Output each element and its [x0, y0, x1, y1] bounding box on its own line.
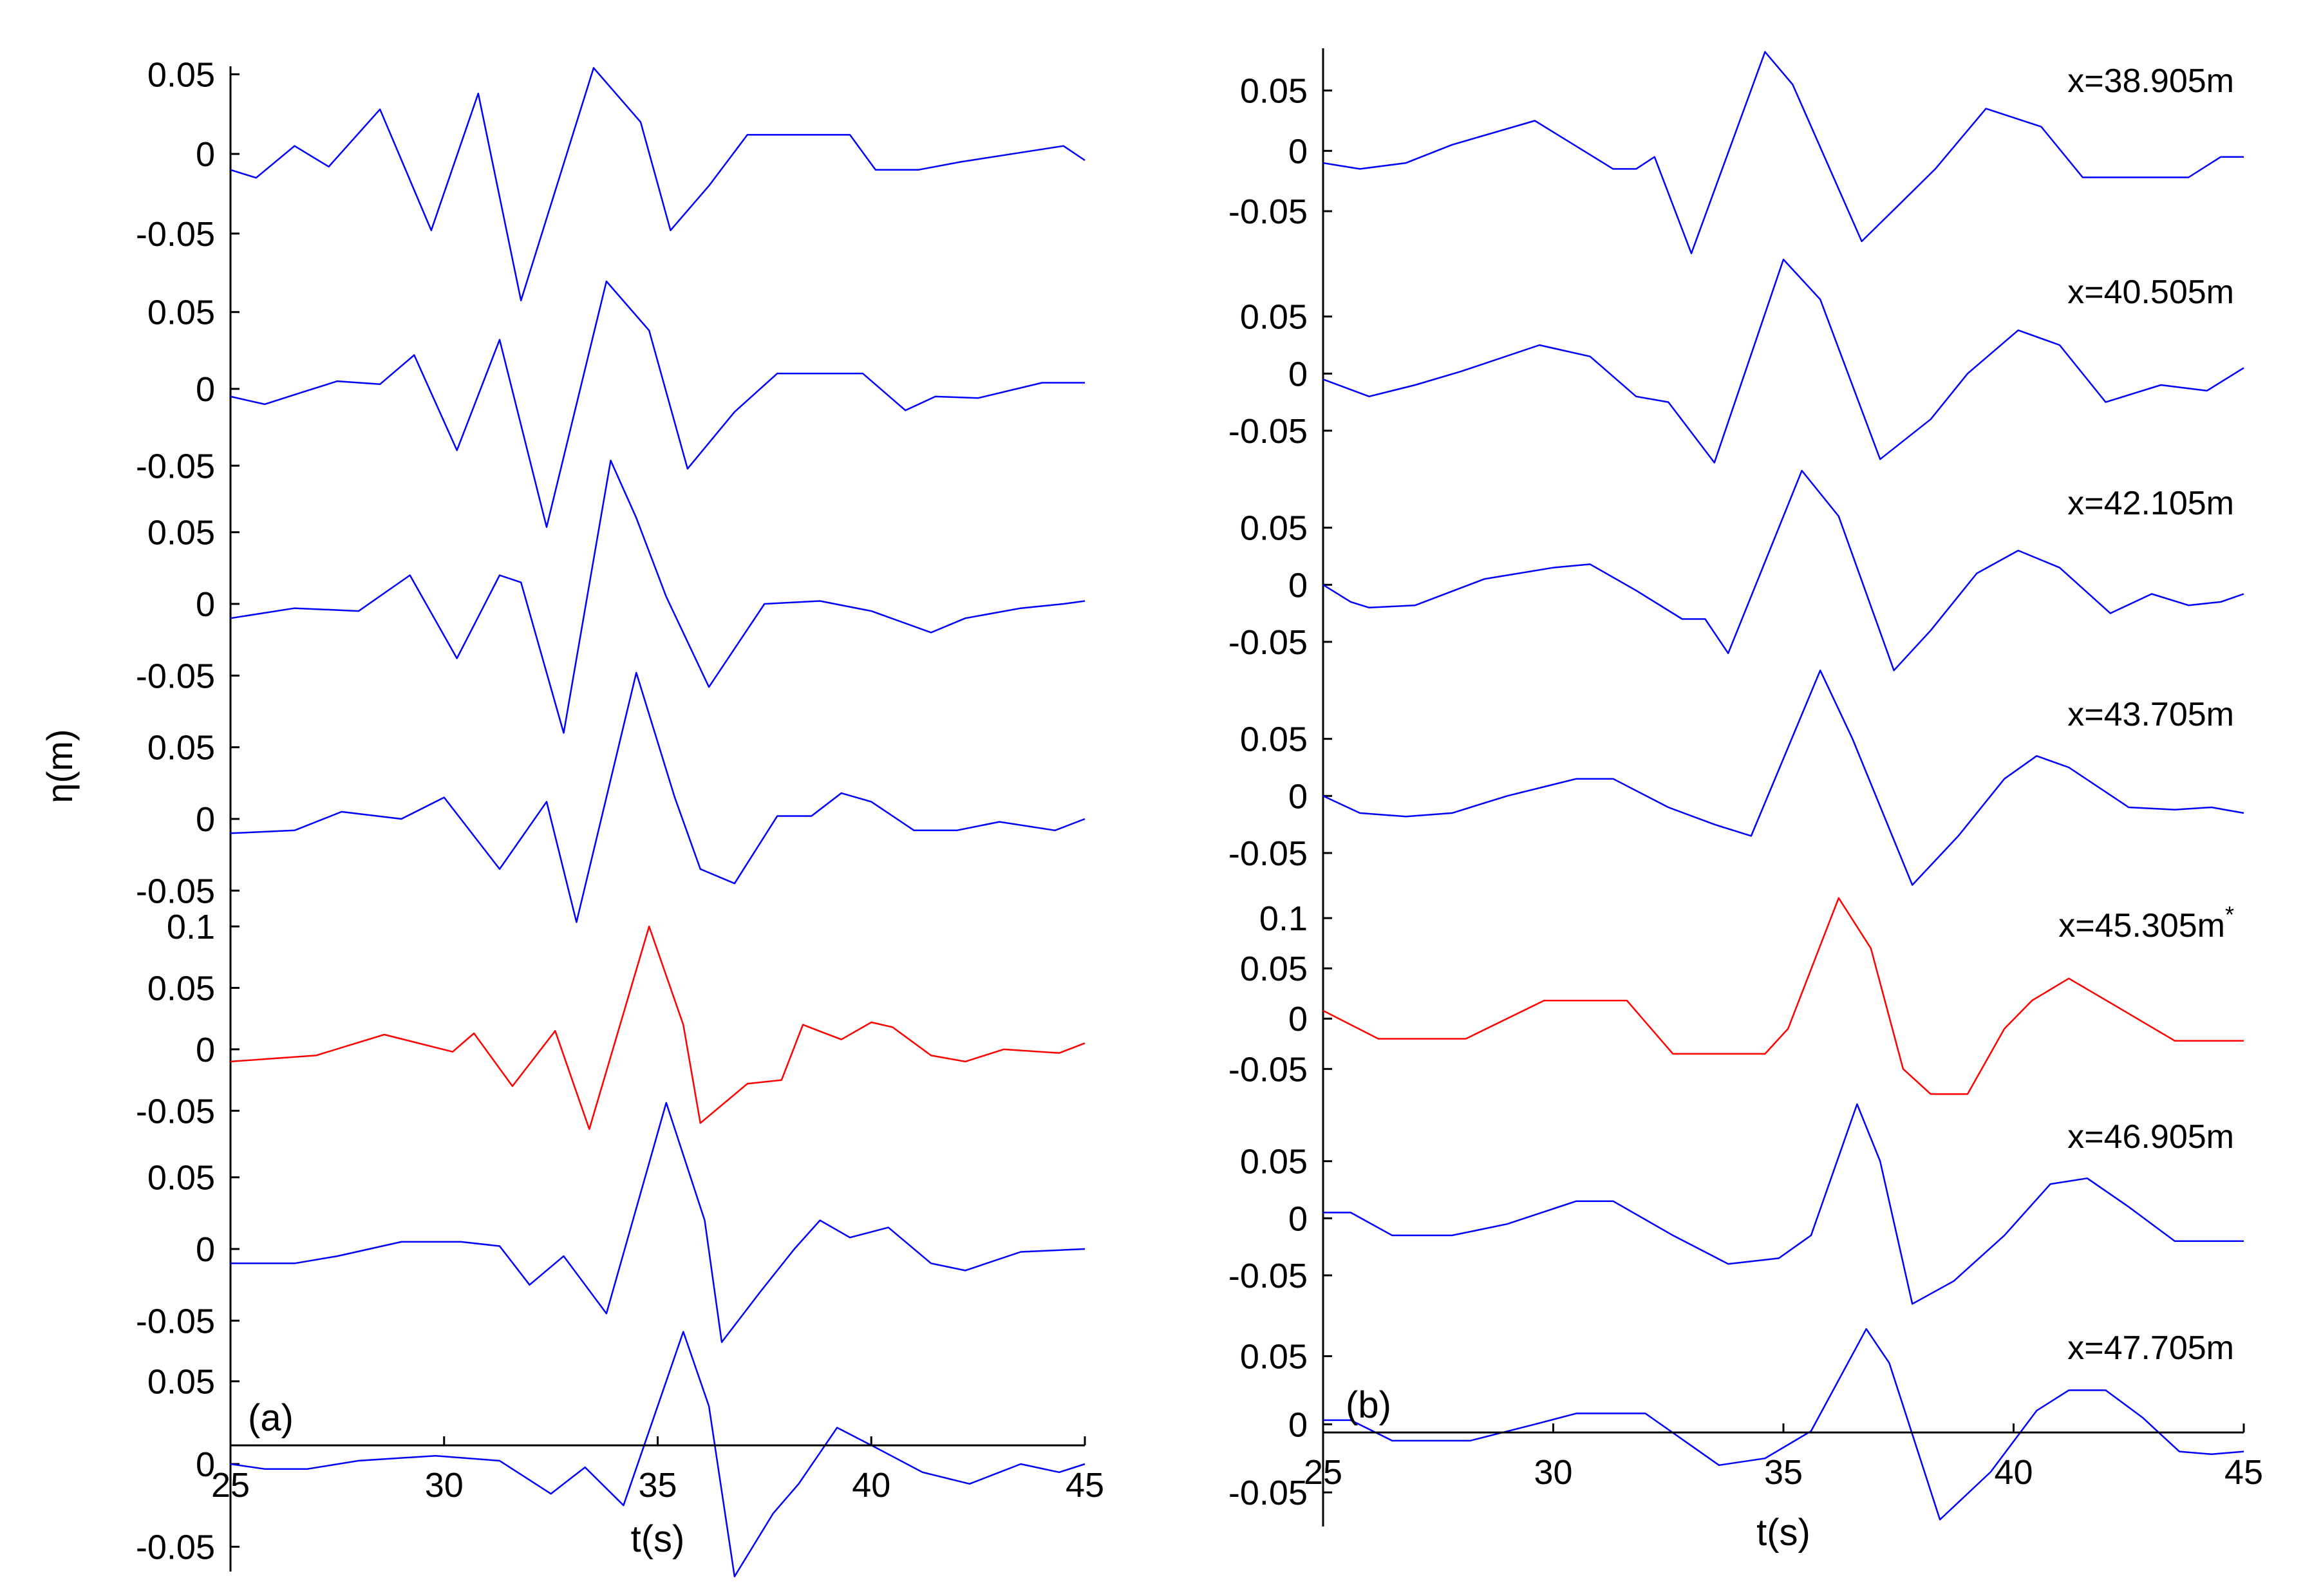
y-tick-label: 0: [196, 1445, 215, 1484]
series-label: x=40.505m: [2067, 274, 2234, 311]
y-tick-label: 0: [196, 1031, 215, 1069]
series-label: x=45.305m*: [2058, 901, 2234, 944]
series-label: x=43.705m: [2067, 696, 2234, 733]
series-line-4: [230, 671, 1086, 923]
series-line-7: [230, 1331, 1086, 1577]
x-tick-label: 25: [211, 1466, 250, 1505]
y-tick-label: -0.05: [136, 447, 215, 485]
series-line-5: [1322, 897, 2244, 1095]
y-tick-label: 0.05: [147, 1363, 215, 1402]
x-tick-label: 30: [1534, 1453, 1572, 1492]
y-tick-label: -0.05: [136, 1528, 215, 1566]
x-tick-label: 25: [1304, 1453, 1342, 1492]
panel-label: (a): [248, 1397, 294, 1439]
y-tick-label: 0: [1288, 355, 1308, 393]
series-line-3: [230, 460, 1086, 734]
y-tick-label: 0: [1288, 1199, 1308, 1238]
y-tick-label: -0.05: [1228, 834, 1308, 873]
series-line-2: [230, 280, 1085, 528]
y-tick-label: 0.05: [147, 55, 215, 94]
series-line-5: [230, 925, 1086, 1131]
series-line-6: [230, 1102, 1086, 1343]
y-tick-label: 0.05: [147, 294, 215, 332]
y-tick-label: 0: [196, 370, 215, 409]
series-line-4: [1322, 670, 2244, 886]
y-tick-label: 0.05: [1240, 950, 1308, 988]
y-tick-label: 0.05: [1240, 1143, 1308, 1181]
series-label: x=42.105m: [2067, 485, 2234, 522]
y-tick-label: -0.05: [1228, 192, 1308, 231]
series-line-7: [1323, 1328, 2244, 1521]
y-tick-label: 0: [1288, 777, 1308, 816]
series-label: x=38.905m: [2067, 62, 2234, 100]
y-tick-label: -0.05: [136, 657, 215, 695]
x-tick-label: 45: [2224, 1453, 2263, 1492]
series-label: x=47.705m: [2067, 1329, 2234, 1367]
series-line-6: [1323, 1103, 2244, 1305]
x-axis-label: t(s): [1756, 1512, 1810, 1554]
y-tick-label: -0.05: [136, 872, 215, 910]
y-tick-label: -0.05: [1228, 1257, 1308, 1295]
x-tick-label: 30: [425, 1466, 464, 1505]
y-tick-label: -0.05: [1228, 1474, 1308, 1512]
y-tick-label: -0.05: [136, 1302, 215, 1340]
panel-a-waveforms: 0.05 0 -0.05 0.05 0 -0.05 0.05 0 -0.05 0.05 0 -0.05…: [136, 55, 1104, 1577]
y-tick-label: 0: [196, 1230, 215, 1269]
panel-b-waveforms: 0.05 0 -0.05 x=38.905m 0.05 0 -0.05 x=40.505m 0.…: [1228, 48, 2263, 1554]
x-tick-label: 40: [852, 1466, 890, 1505]
x-tick-label: 35: [1764, 1453, 1803, 1492]
series-label: x=46.905m: [2067, 1118, 2234, 1156]
y-tick-label: 0: [196, 800, 215, 839]
series-line-2: [1322, 258, 2244, 464]
y-tick-label: 0.05: [1240, 298, 1308, 337]
y-tick-label: 0.1: [1259, 899, 1308, 938]
y-tick-label: -0.05: [136, 1092, 215, 1131]
y-tick-label: 0.05: [1240, 509, 1308, 548]
x-tick-label: 45: [1066, 1466, 1104, 1505]
y-tick-label: 0: [196, 135, 215, 174]
series-line-3: [1322, 469, 2244, 671]
x-axis-label: t(s): [631, 1518, 685, 1560]
y-tick-label: 0: [1288, 1405, 1308, 1444]
y-tick-label: 0.05: [1240, 1337, 1308, 1376]
y-tick-label: -0.05: [1228, 1050, 1308, 1089]
x-tick-label: 40: [1994, 1453, 2033, 1492]
y-tick-label: -0.05: [1228, 623, 1308, 662]
y-tick-label: 0.05: [1240, 72, 1308, 111]
x-tick-label: 35: [638, 1466, 677, 1505]
y-tick-label: 0.05: [147, 729, 215, 767]
y-tick-label: -0.05: [136, 215, 215, 254]
series-line-1: [230, 67, 1086, 301]
panel-label: (b): [1346, 1384, 1391, 1426]
y-tick-label: 0: [1288, 132, 1308, 171]
y-tick-label: 0: [196, 585, 215, 624]
y-tick-label: 0.1: [167, 908, 215, 946]
y-tick-label: 0.05: [147, 514, 215, 552]
y-tick-label: -0.05: [1228, 412, 1308, 451]
y-tick-label: 0: [1288, 566, 1308, 605]
y-tick-label: 0.05: [1240, 720, 1308, 759]
y-axis-label: η(m): [39, 729, 80, 803]
y-tick-label: 0.05: [147, 969, 215, 1008]
series-line-1: [1322, 51, 2244, 254]
y-tick-label: 0.05: [147, 1159, 215, 1197]
y-tick-label: 0: [1288, 1000, 1308, 1038]
